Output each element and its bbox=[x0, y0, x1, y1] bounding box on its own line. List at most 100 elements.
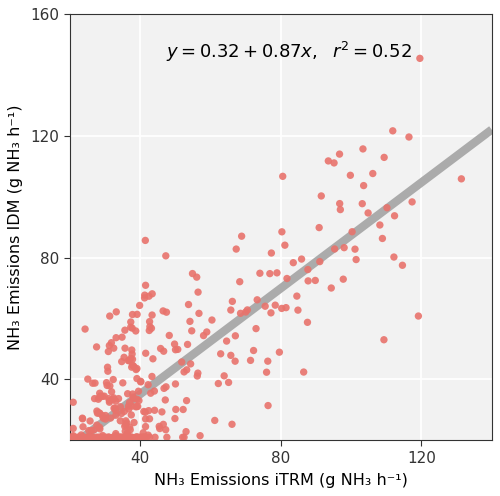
Point bbox=[94, 395, 102, 403]
Y-axis label: NH₃ Emissions IDM (g NH₃ h⁻¹): NH₃ Emissions IDM (g NH₃ h⁻¹) bbox=[8, 105, 24, 350]
Point bbox=[132, 433, 140, 441]
Point bbox=[360, 182, 368, 189]
Point bbox=[85, 434, 93, 441]
Point bbox=[69, 434, 77, 441]
Point bbox=[104, 367, 112, 375]
Point bbox=[127, 354, 135, 362]
Point bbox=[170, 340, 178, 348]
Point bbox=[262, 368, 270, 376]
Point bbox=[130, 363, 138, 371]
Point bbox=[133, 365, 141, 372]
Point bbox=[146, 434, 154, 441]
Point bbox=[128, 390, 136, 398]
Point bbox=[106, 397, 114, 405]
Point bbox=[182, 397, 190, 405]
Point bbox=[119, 379, 127, 387]
Point bbox=[137, 377, 145, 385]
Point bbox=[340, 244, 348, 251]
Point bbox=[116, 417, 124, 425]
Point bbox=[172, 346, 179, 354]
Point bbox=[96, 392, 104, 400]
Point bbox=[128, 324, 136, 332]
Point bbox=[162, 308, 170, 316]
Point bbox=[389, 127, 397, 135]
Point bbox=[88, 427, 96, 434]
Point bbox=[96, 434, 104, 441]
Point bbox=[84, 434, 92, 441]
Point bbox=[92, 343, 100, 351]
Point bbox=[121, 427, 129, 435]
Point bbox=[120, 434, 128, 441]
Point bbox=[346, 171, 354, 179]
Point bbox=[359, 145, 367, 153]
Point bbox=[162, 426, 170, 434]
Point bbox=[133, 395, 141, 403]
Point bbox=[109, 434, 117, 441]
Point bbox=[340, 275, 347, 283]
Point bbox=[81, 325, 89, 333]
Point bbox=[95, 434, 103, 441]
Point bbox=[106, 398, 114, 406]
Point bbox=[118, 358, 126, 366]
Point bbox=[188, 327, 196, 335]
Point bbox=[110, 394, 118, 402]
Point bbox=[113, 434, 121, 441]
Point bbox=[214, 379, 222, 387]
Point bbox=[268, 249, 276, 257]
Point bbox=[227, 306, 235, 314]
Point bbox=[105, 434, 113, 441]
Point bbox=[73, 434, 81, 441]
Point bbox=[127, 434, 135, 441]
Point bbox=[271, 301, 279, 309]
Point bbox=[194, 372, 202, 380]
Point bbox=[112, 406, 120, 414]
Point bbox=[128, 434, 136, 441]
Point bbox=[184, 340, 192, 348]
Point bbox=[140, 434, 148, 441]
Point bbox=[146, 389, 154, 397]
Point bbox=[121, 326, 129, 334]
Point bbox=[304, 277, 312, 285]
Point bbox=[94, 409, 102, 417]
Point bbox=[124, 432, 132, 439]
Point bbox=[110, 404, 118, 412]
Point bbox=[127, 318, 135, 326]
Point bbox=[100, 434, 108, 441]
Point bbox=[130, 393, 138, 401]
Point bbox=[132, 327, 140, 335]
Point bbox=[114, 434, 122, 441]
Point bbox=[203, 328, 211, 336]
Point bbox=[304, 265, 312, 273]
Point bbox=[84, 434, 92, 441]
Point bbox=[142, 237, 150, 245]
Point bbox=[118, 410, 126, 418]
Point bbox=[111, 404, 119, 412]
Point bbox=[128, 355, 136, 363]
Point bbox=[128, 361, 136, 369]
Point bbox=[142, 408, 150, 416]
Point bbox=[125, 405, 133, 413]
Point bbox=[135, 397, 143, 405]
Point bbox=[330, 245, 338, 253]
Point bbox=[298, 255, 306, 263]
Point bbox=[405, 133, 413, 141]
Point bbox=[324, 157, 332, 165]
Point bbox=[142, 281, 150, 289]
Point bbox=[132, 366, 140, 373]
Point bbox=[106, 414, 114, 422]
Point bbox=[194, 288, 202, 296]
Point bbox=[144, 407, 152, 415]
Point bbox=[142, 415, 150, 423]
Point bbox=[88, 434, 96, 441]
Point bbox=[186, 317, 194, 325]
Point bbox=[160, 347, 168, 355]
Point bbox=[104, 434, 112, 441]
Point bbox=[376, 221, 384, 229]
Point bbox=[398, 261, 406, 269]
Point bbox=[140, 291, 148, 299]
Point bbox=[84, 375, 92, 383]
Point bbox=[132, 403, 140, 411]
Point bbox=[140, 294, 148, 302]
Point bbox=[132, 434, 140, 441]
Point bbox=[94, 409, 102, 417]
